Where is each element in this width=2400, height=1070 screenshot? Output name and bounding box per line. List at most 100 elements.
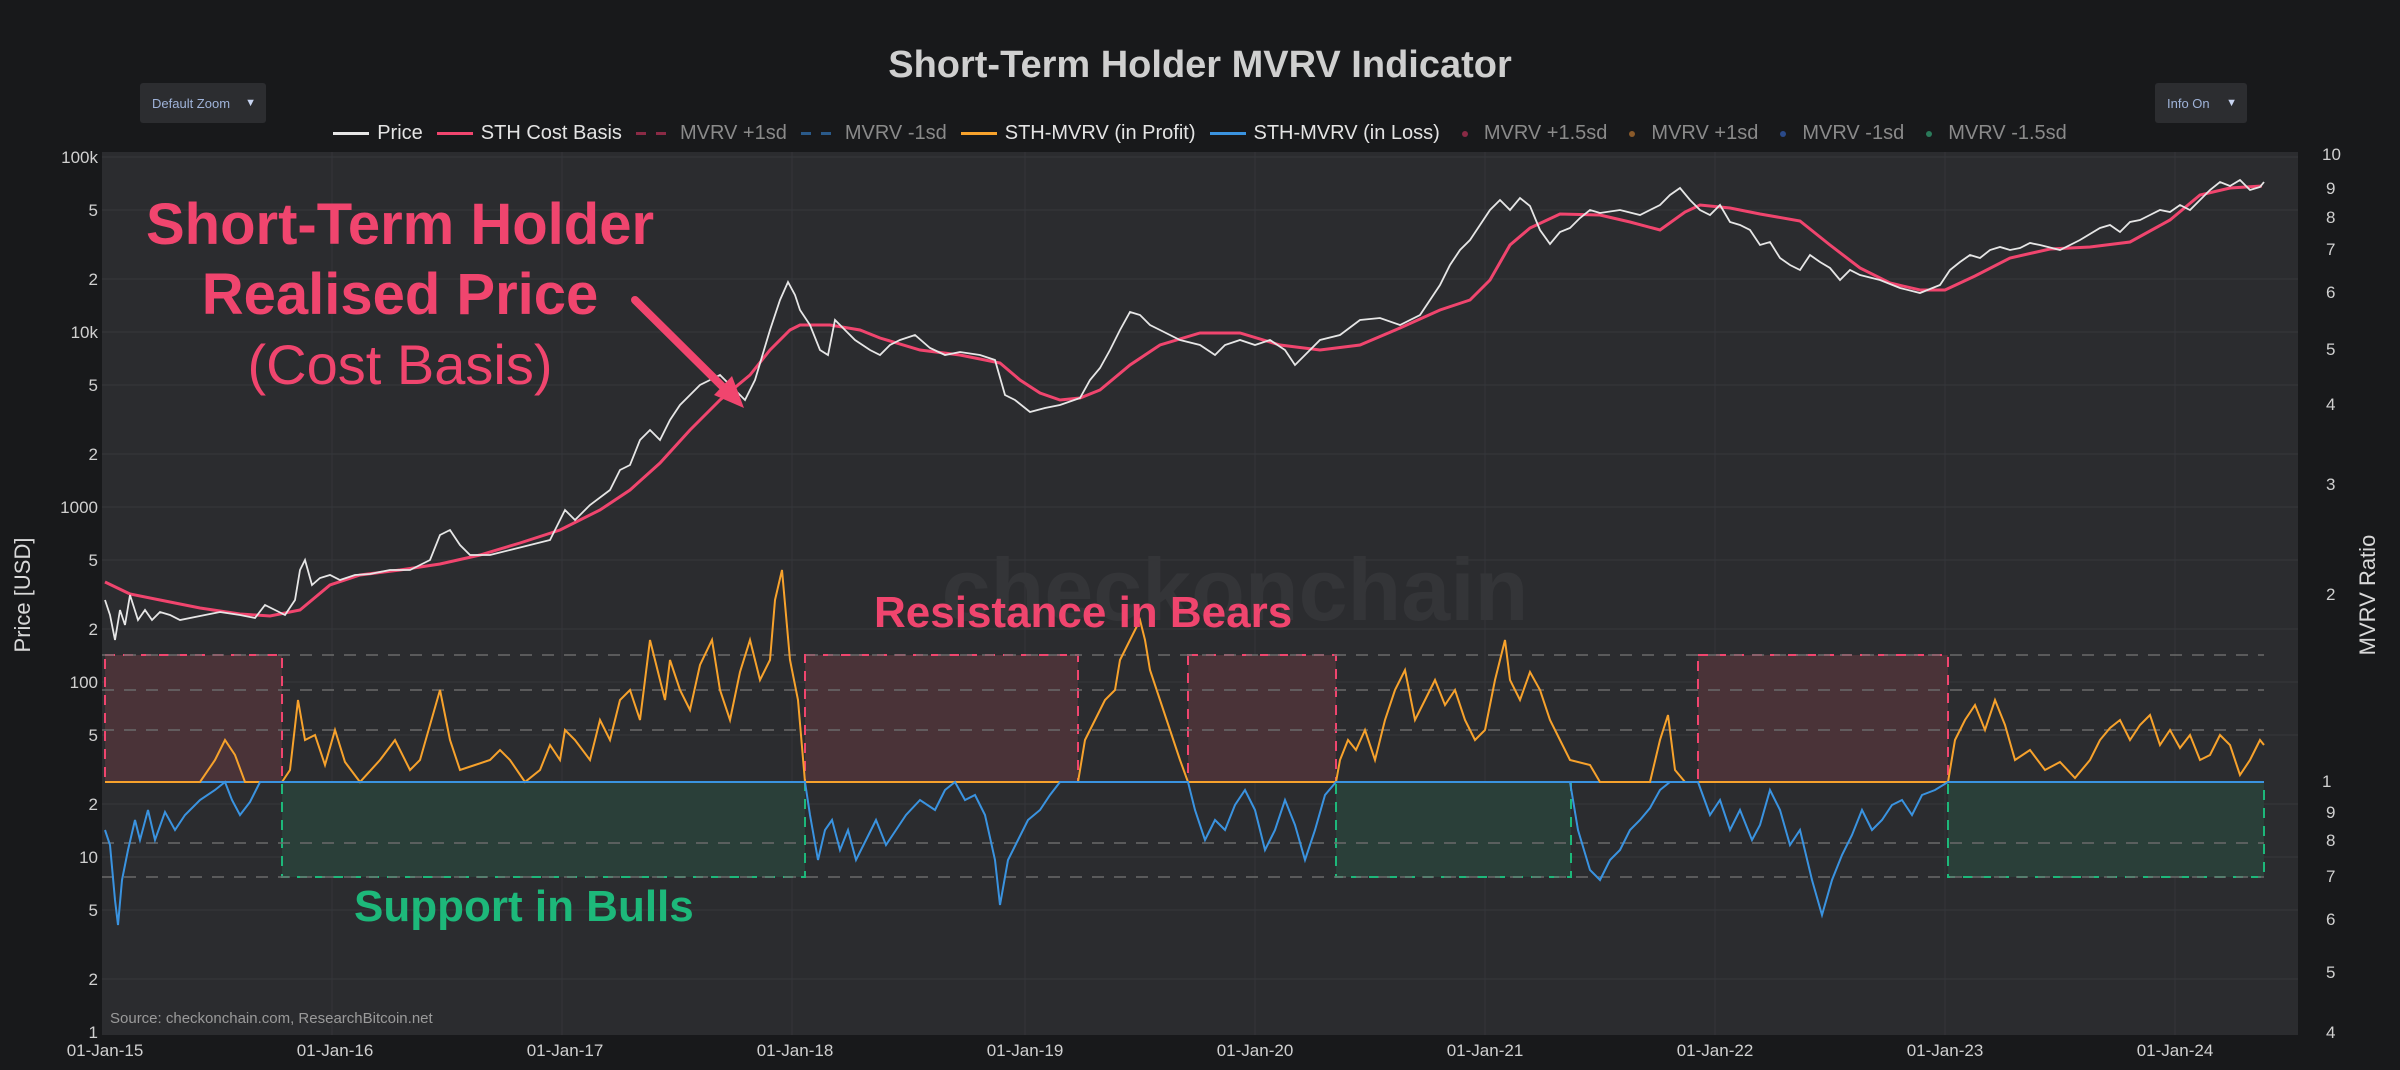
y-tick: 2 (89, 445, 98, 464)
y-tick: 2 (89, 270, 98, 289)
y2-tick: 8 (2326, 831, 2335, 850)
x-tick: 01-Jan-21 (1447, 1041, 1524, 1060)
chevron-down-icon: ▼ (2226, 97, 2237, 109)
sth-cost-basis-line (104, 184, 2263, 618)
dot-swatch-icon (1926, 130, 1933, 137)
y-axis-right-title: MVRV Ratio (2355, 535, 2380, 656)
legend-item-mvrv-plus-1sd-dot[interactable]: MVRV +1sd (1621, 122, 1758, 145)
y-tick: 5 (89, 551, 98, 570)
y-tick: 5 (89, 201, 98, 220)
resistance-box (104, 654, 283, 783)
grid-vertical (331, 152, 2176, 1035)
headline-line-3: (Cost Basis) (247, 333, 553, 396)
y2-tick: 4 (2326, 1023, 2335, 1042)
x-tick: 01-Jan-19 (987, 1041, 1064, 1060)
line-swatch-icon (436, 132, 473, 135)
line-swatch-icon (960, 132, 997, 135)
y2-tick: 8 (2326, 208, 2335, 227)
price-line (104, 178, 2265, 641)
chevron-down-icon: ▼ (245, 97, 256, 109)
y2-tick: 5 (2326, 963, 2335, 982)
y-tick: 2 (89, 795, 98, 814)
y-tick: 1000 (60, 498, 98, 517)
legend-item-sth-mvrv-profit[interactable]: STH-MVRV (in Profit) (960, 122, 1196, 145)
chart-title: Short-Term Holder MVRV Indicator (888, 44, 1512, 86)
legend-item-price[interactable]: Price (333, 122, 423, 145)
y-axis-left: 100k 5 2 10k 5 2 1000 5 2 100 5 2 10 5 2… (60, 148, 98, 1042)
headline-line-1: Short-Term Holder (145, 192, 655, 257)
y2-tick: 1 (2322, 772, 2331, 791)
x-tick: 01-Jan-22 (1677, 1041, 1754, 1060)
resistance-label: Resistance in Bears (874, 588, 1293, 637)
legend-item-mvrv-plus-1sd[interactable]: MVRV +1sd (635, 122, 787, 145)
y-tick: 100 (70, 673, 98, 692)
y2-tick: 10 (2322, 145, 2341, 164)
info-dropdown[interactable]: Info On ▼ (2155, 83, 2247, 123)
y2-tick: 5 (2326, 340, 2335, 359)
line-swatch-icon (333, 132, 370, 135)
headline-annotation: Short-Term Holder Realised Price (Cost B… (100, 190, 700, 400)
support-box (1947, 781, 2265, 878)
y2-tick: 6 (2326, 283, 2335, 302)
pointer-arrow-icon (631, 296, 744, 408)
legend-item-sth-mvrv-loss[interactable]: STH-MVRV (in Loss) (1209, 122, 1440, 145)
y-tick: 5 (89, 726, 98, 745)
legend-item-mvrv-minus-1sd[interactable]: MVRV -1sd (800, 122, 947, 145)
y-tick: 10 (79, 848, 98, 867)
y2-tick: 6 (2326, 910, 2335, 929)
line-swatch-icon (1209, 132, 1246, 135)
x-tick: 01-Jan-24 (2137, 1041, 2214, 1060)
x-tick: 01-Jan-18 (757, 1041, 834, 1060)
dash-swatch-icon (635, 132, 672, 135)
y-tick: 2 (89, 970, 98, 989)
legend-item-mvrv-plus-1-5sd-dot[interactable]: MVRV +1.5sd (1454, 122, 1607, 145)
zoom-dropdown-label: Default Zoom (152, 95, 231, 111)
y-axis-right: 10 9 8 7 6 5 4 3 2 1 9 8 7 6 5 4 (2322, 145, 2341, 1042)
y-tick: 1 (89, 1023, 98, 1042)
plot-area (102, 152, 2298, 1035)
resistance-regions (104, 654, 1949, 783)
legend-item-mvrv-minus-1-5sd-dot[interactable]: MVRV -1.5sd (1918, 122, 2067, 145)
headline-line-2: Realised Price (201, 262, 599, 327)
info-dropdown-label: Info On (2167, 95, 2210, 111)
legend-item-sth-cost-basis[interactable]: STH Cost Basis (436, 122, 622, 145)
support-box (281, 781, 806, 878)
x-tick: 01-Jan-23 (1907, 1041, 1984, 1060)
y-axis-left-title: Price [USD] (10, 538, 35, 653)
y2-tick: 3 (2326, 475, 2335, 494)
resistance-box (1697, 654, 1949, 783)
x-axis: 01-Jan-15 01-Jan-16 01-Jan-17 01-Jan-18 … (67, 1041, 2214, 1060)
y-tick: 5 (89, 376, 98, 395)
sth-mvrv-loss-line (104, 780, 2264, 926)
legend-item-mvrv-minus-1sd-dot[interactable]: MVRV -1sd (1772, 122, 1904, 145)
y2-tick: 7 (2326, 867, 2335, 886)
support-label: Support in Bulls (354, 882, 694, 931)
y-tick: 2 (89, 620, 98, 639)
x-tick: 01-Jan-17 (527, 1041, 604, 1060)
x-tick: 01-Jan-15 (67, 1041, 144, 1060)
y-tick: 10k (71, 323, 99, 342)
y2-tick: 9 (2326, 179, 2335, 198)
y2-tick: 7 (2326, 240, 2335, 259)
sd-bands (102, 654, 2264, 878)
watermark: checkonchain (942, 540, 1529, 639)
support-regions (281, 781, 2265, 878)
support-box (1335, 781, 1572, 878)
source-note: Source: checkonchain.com, ResearchBitcoi… (110, 1010, 433, 1027)
chart-legend: Price STH Cost Basis MVRV +1sd MVRV -1sd… (0, 122, 2400, 145)
resistance-box (804, 654, 1079, 783)
dash-swatch-icon (800, 132, 837, 135)
dot-swatch-icon (1780, 130, 1787, 137)
y2-tick: 4 (2326, 395, 2335, 414)
x-tick: 01-Jan-16 (297, 1041, 374, 1060)
dot-swatch-icon (1629, 130, 1636, 137)
zoom-dropdown[interactable]: Default Zoom ▼ (140, 83, 266, 123)
y-tick: 100k (61, 148, 98, 167)
sth-mvrv-profit-line (105, 569, 2265, 784)
resistance-box (1187, 654, 1337, 783)
y2-tick: 2 (2326, 585, 2335, 604)
dot-swatch-icon (1461, 130, 1468, 137)
y-tick: 5 (89, 901, 98, 920)
y2-tick: 9 (2326, 803, 2335, 822)
